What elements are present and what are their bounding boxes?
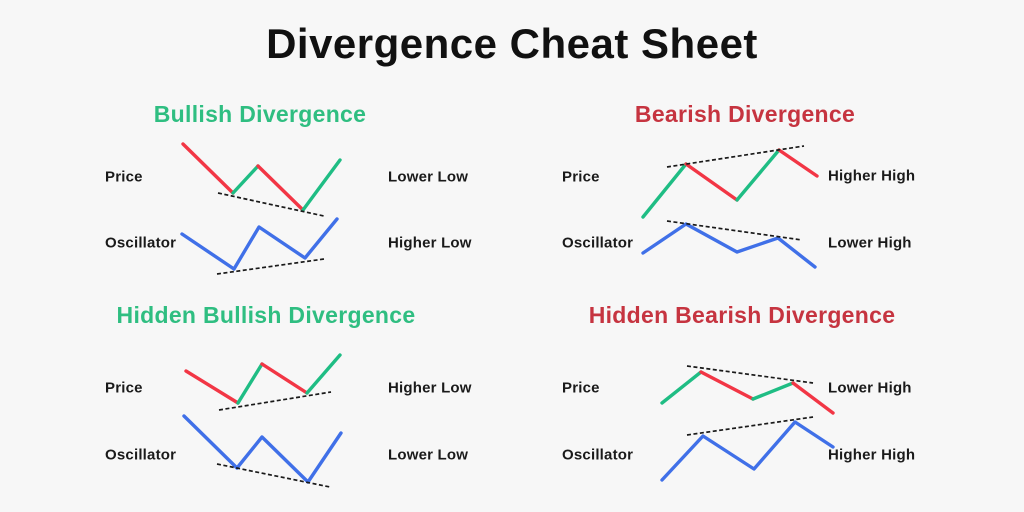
hidden-bullish-price-segment-0 (184, 369, 240, 405)
hidden-bearish-price-segment-1 (699, 370, 755, 401)
bearish-price-label: Price (562, 168, 600, 186)
hidden-bullish-oscillator-label: Oscillator (105, 446, 177, 464)
bearish-oscillator-line (641, 222, 817, 269)
bullish-oscillator-line (180, 217, 339, 271)
bullish-price-segment-1 (231, 164, 260, 195)
bearish-price-segment-0 (641, 162, 688, 219)
hidden-bullish-price-segment-2 (260, 362, 309, 395)
hidden-bearish-price-segment-0 (660, 370, 703, 405)
bearish-title: Bearish Divergence (634, 101, 856, 127)
hidden-bullish-price-segment-3 (305, 353, 342, 395)
bullish-price-annotation: Lower Low (388, 168, 469, 186)
hidden-bearish-chart (660, 365, 835, 482)
bearish-chart (641, 145, 819, 269)
bearish-price-annotation: Higher High (828, 167, 916, 185)
hidden-bullish-oscillator-annotation: Lower Low (388, 446, 469, 464)
hidden-bullish-price-label: Price (105, 379, 143, 397)
hidden-bullish-chart (182, 353, 343, 488)
bearish-price-segment-1 (684, 162, 739, 202)
bearish-price-segment-3 (777, 148, 819, 178)
hidden-bearish-price-label: Price (562, 379, 600, 397)
bullish-oscillator-trendline (216, 258, 325, 275)
page-title: Divergence Cheat Sheet (266, 20, 758, 67)
bullish-oscillator-label: Oscillator (105, 234, 177, 252)
hidden-bearish-price-trendline (686, 365, 814, 384)
hidden-bearish-price-segment-2 (751, 381, 795, 401)
hidden-bearish-oscillator-annotation: Higher High (828, 446, 916, 464)
bearish-price-trendline (666, 145, 805, 168)
bullish-price-segment-2 (256, 164, 305, 212)
hidden-bullish-price-annotation: Higher Low (388, 379, 472, 397)
bullish-price-segment-0 (181, 142, 235, 195)
bearish-price-segment-2 (735, 148, 781, 202)
hidden-bearish-oscillator-trendline (686, 416, 814, 436)
hidden-bearish-title: Hidden Bearish Divergence (588, 302, 896, 328)
bullish-chart (180, 142, 342, 275)
hidden-bearish-price-annotation: Lower High (828, 379, 912, 397)
bullish-price-segment-3 (301, 158, 342, 212)
bearish-oscillator-trendline (666, 220, 803, 241)
hidden-bullish-price-trendline (218, 391, 332, 411)
bullish-title: Bullish Divergence (153, 101, 367, 127)
hidden-bullish-price-segment-1 (236, 362, 264, 405)
bullish-oscillator-annotation: Higher Low (388, 234, 472, 252)
hidden-bearish-oscillator-line (660, 420, 835, 482)
bearish-oscillator-annotation: Lower High (828, 234, 912, 252)
bearish-oscillator-label: Oscillator (562, 234, 634, 252)
hidden-bullish-title: Hidden Bullish Divergence (116, 302, 416, 328)
hidden-bearish-price-segment-3 (791, 381, 835, 415)
hidden-bullish-oscillator-line (182, 414, 343, 484)
hidden-bearish-oscillator-label: Oscillator (562, 446, 634, 464)
bullish-price-label: Price (105, 168, 143, 186)
bullish-price-trendline (217, 192, 325, 217)
